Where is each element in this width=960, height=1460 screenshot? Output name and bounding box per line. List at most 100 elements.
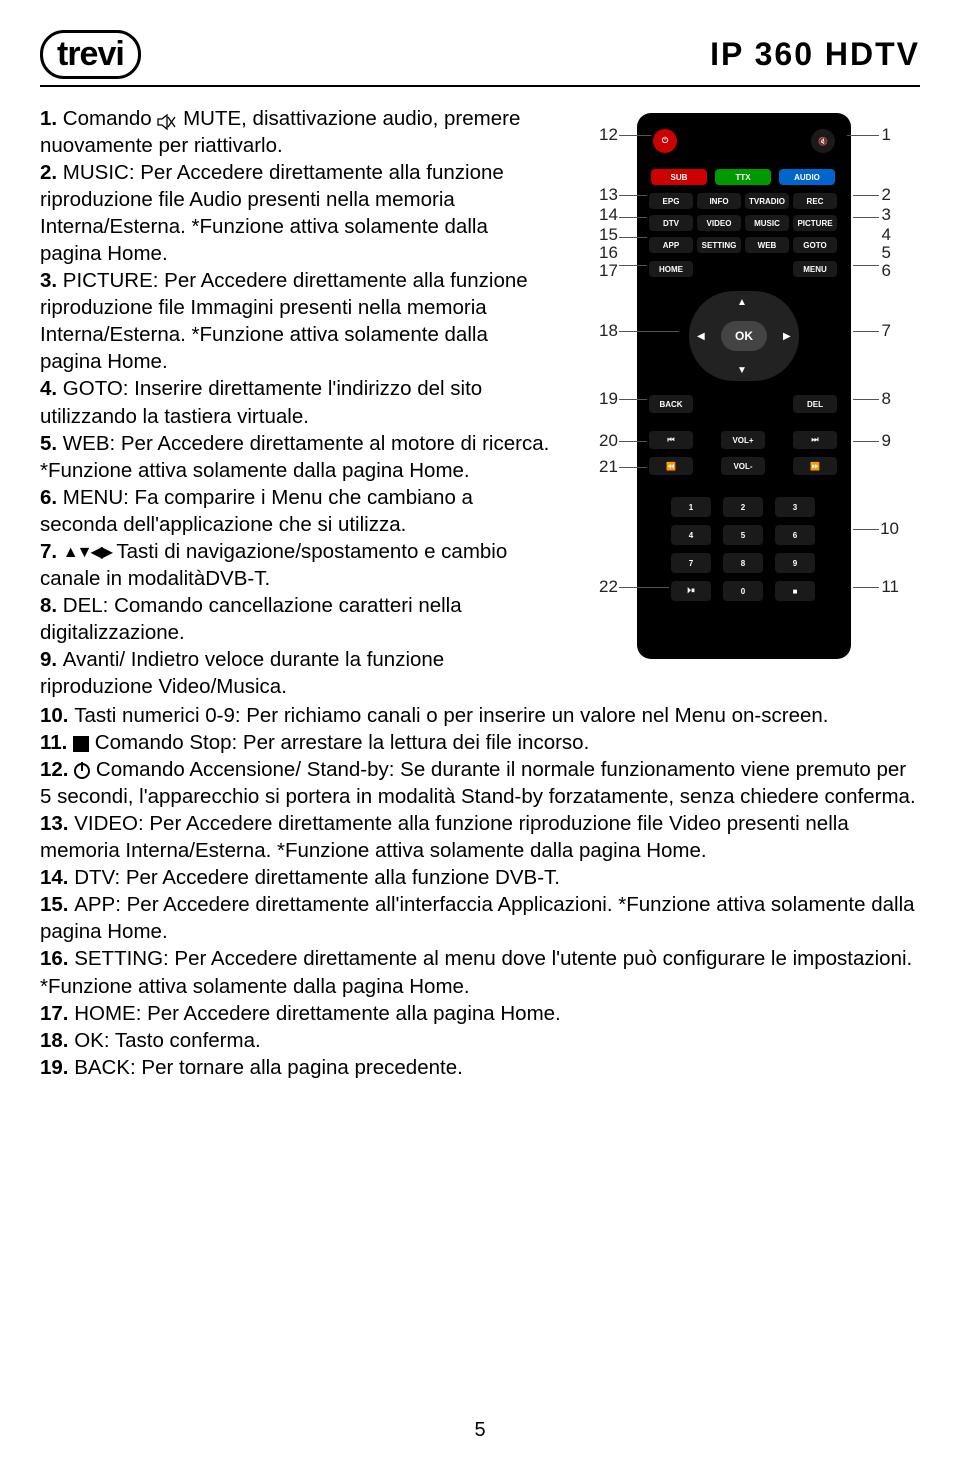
info-btn: INFO	[697, 193, 741, 209]
item-15-text: APP: Per Accedere direttamente all'inter…	[40, 893, 915, 943]
item-16-text: SETTING: Per Accedere direttamente al me…	[40, 947, 912, 997]
line-12	[619, 135, 651, 136]
num-5: 5.	[40, 432, 63, 455]
callout-15: 15	[599, 225, 618, 245]
num-1: 1.	[40, 107, 63, 130]
item-1: 1. Comando MUTE, disattivazione audio, p…	[40, 105, 550, 159]
item-3-text: PICTURE: Per Accedere direttamente alla …	[40, 269, 528, 373]
num-8: 8.	[40, 594, 63, 617]
line-13	[619, 195, 647, 196]
fwd-btn: ⏩	[793, 457, 837, 475]
item-7: 7. ▲▼◀▶ Tasti di navigazione/spostamento…	[40, 538, 550, 592]
num-9-btn: 9	[775, 553, 815, 573]
tvradio-btn: TVRADIO	[745, 193, 789, 209]
item-8: 8. DEL: Comando cancellazione caratteri …	[40, 592, 550, 646]
back-btn: BACK	[649, 395, 693, 413]
remote-diagram: ⏻ 🔇 SUB TTX AUDIO EPG INFO TVRADIO REC D…	[568, 105, 920, 700]
callout-14: 14	[599, 205, 618, 225]
num-13: 13.	[40, 812, 74, 835]
item-2: 2. MUSIC: Per Accedere direttamente alla…	[40, 159, 550, 267]
model-title: IP 360 HDTV	[710, 36, 920, 73]
callout-20: 20	[599, 431, 618, 451]
brand-logo: trevi	[40, 30, 141, 79]
line-9	[853, 441, 879, 442]
line-21	[619, 467, 647, 468]
page-header: trevi IP 360 HDTV	[40, 30, 920, 87]
num-16: 16.	[40, 947, 74, 970]
callout-7: 7	[882, 321, 891, 341]
callout-22: 22	[599, 577, 618, 597]
line-6	[853, 265, 879, 266]
num-6: 6.	[40, 486, 63, 509]
nav-arrows-icon: ▲▼◀▶	[63, 542, 111, 563]
app-btn: APP	[649, 237, 693, 253]
callout-21: 21	[599, 457, 618, 477]
epg-btn: EPG	[649, 193, 693, 209]
next-btn: ⏭	[793, 431, 837, 449]
line-10	[853, 529, 879, 530]
item-17-text: HOME: Per Accedere direttamente alla pag…	[74, 1002, 561, 1025]
item-7-text: Tasti di navigazione/spostamento e cambi…	[40, 540, 507, 590]
music-btn: MUSIC	[745, 215, 789, 231]
callout-19: 19	[599, 389, 618, 409]
play-btn: ⏵⏸	[671, 581, 711, 601]
callout-11: 11	[881, 577, 899, 597]
item-13: 13. VIDEO: Per Accedere direttamente all…	[40, 810, 920, 864]
item-12-text: Comando Accensione/ Stand-by: Se durante…	[40, 758, 916, 808]
item-9: 9. Avanti/ Indietro veloce durante la fu…	[40, 646, 550, 700]
mute-btn: 🔇	[811, 129, 835, 153]
item-8-text: DEL: Comando cancellazione caratteri nel…	[40, 594, 462, 644]
item-16: 16. SETTING: Per Accedere direttamente a…	[40, 945, 920, 999]
num-1-btn: 1	[671, 497, 711, 517]
num-7-btn: 7	[671, 553, 711, 573]
rec-btn: REC	[793, 193, 837, 209]
item-9-text: Avanti/ Indietro veloce durante la funzi…	[40, 648, 444, 698]
stop-btn: ■	[775, 581, 815, 601]
item-15: 15. APP: Per Accedere direttamente all'i…	[40, 891, 920, 945]
callout-9: 9	[882, 431, 891, 451]
callout-16: 16	[599, 243, 618, 263]
audio-btn: AUDIO	[779, 169, 835, 185]
item-11: 11. Comando Stop: Per arrestare la lettu…	[40, 729, 920, 756]
item-4-text: GOTO: Inserire direttamente l'indirizzo …	[40, 377, 482, 427]
num-8-btn: 8	[723, 553, 763, 573]
num-2-btn: 2	[723, 497, 763, 517]
line-22	[619, 587, 669, 588]
web-btn: WEB	[745, 237, 789, 253]
item-4: 4. GOTO: Inserire direttamente l'indiriz…	[40, 375, 550, 429]
num-4: 4.	[40, 377, 63, 400]
item-19: 19. BACK: Per tornare alla pagina preced…	[40, 1054, 920, 1081]
item-13-text: VIDEO: Per Accedere direttamente alla fu…	[40, 812, 849, 862]
del-btn: DEL	[793, 395, 837, 413]
mute-icon	[157, 111, 177, 129]
power-icon	[74, 763, 90, 779]
up-arrow: ▲	[737, 297, 747, 308]
line-11	[853, 587, 879, 588]
setting-btn: SETTING	[697, 237, 741, 253]
item-3: 3. PICTURE: Per Accedere direttamente al…	[40, 267, 550, 375]
power-btn: ⏻	[653, 129, 677, 153]
callout-13: 13	[599, 185, 618, 205]
down-arrow: ▼	[737, 365, 747, 376]
item-5: 5. WEB: Per Accedere direttamente al mot…	[40, 430, 550, 484]
video-btn: VIDEO	[697, 215, 741, 231]
callout-1: 1	[882, 125, 891, 145]
left-arrow: ◀	[697, 331, 705, 342]
num-15: 15.	[40, 893, 74, 916]
item-17: 17. HOME: Per Accedere direttamente alla…	[40, 1000, 920, 1027]
line-19	[619, 399, 647, 400]
callout-2: 2	[882, 185, 891, 205]
line-18	[619, 331, 679, 332]
item-18-text: OK: Tasto conferma.	[74, 1029, 260, 1052]
item-10: 10. Tasti numerici 0-9: Per richiamo can…	[40, 702, 920, 729]
line-14	[619, 217, 647, 218]
item-14-text: DTV: Per Accedere direttamente alla funz…	[74, 866, 560, 889]
item-2-text: MUSIC: Per Accedere direttamente alla fu…	[40, 161, 504, 265]
item-6-text: MENU: Fa comparire i Menu che cambiano a…	[40, 486, 473, 536]
line-15	[619, 237, 647, 238]
line-1	[847, 135, 879, 136]
home-btn: HOME	[649, 261, 693, 277]
num-3-btn: 3	[775, 497, 815, 517]
callout-6: 6	[882, 261, 891, 281]
instructions-full: 10. Tasti numerici 0-9: Per richiamo can…	[40, 702, 920, 1081]
